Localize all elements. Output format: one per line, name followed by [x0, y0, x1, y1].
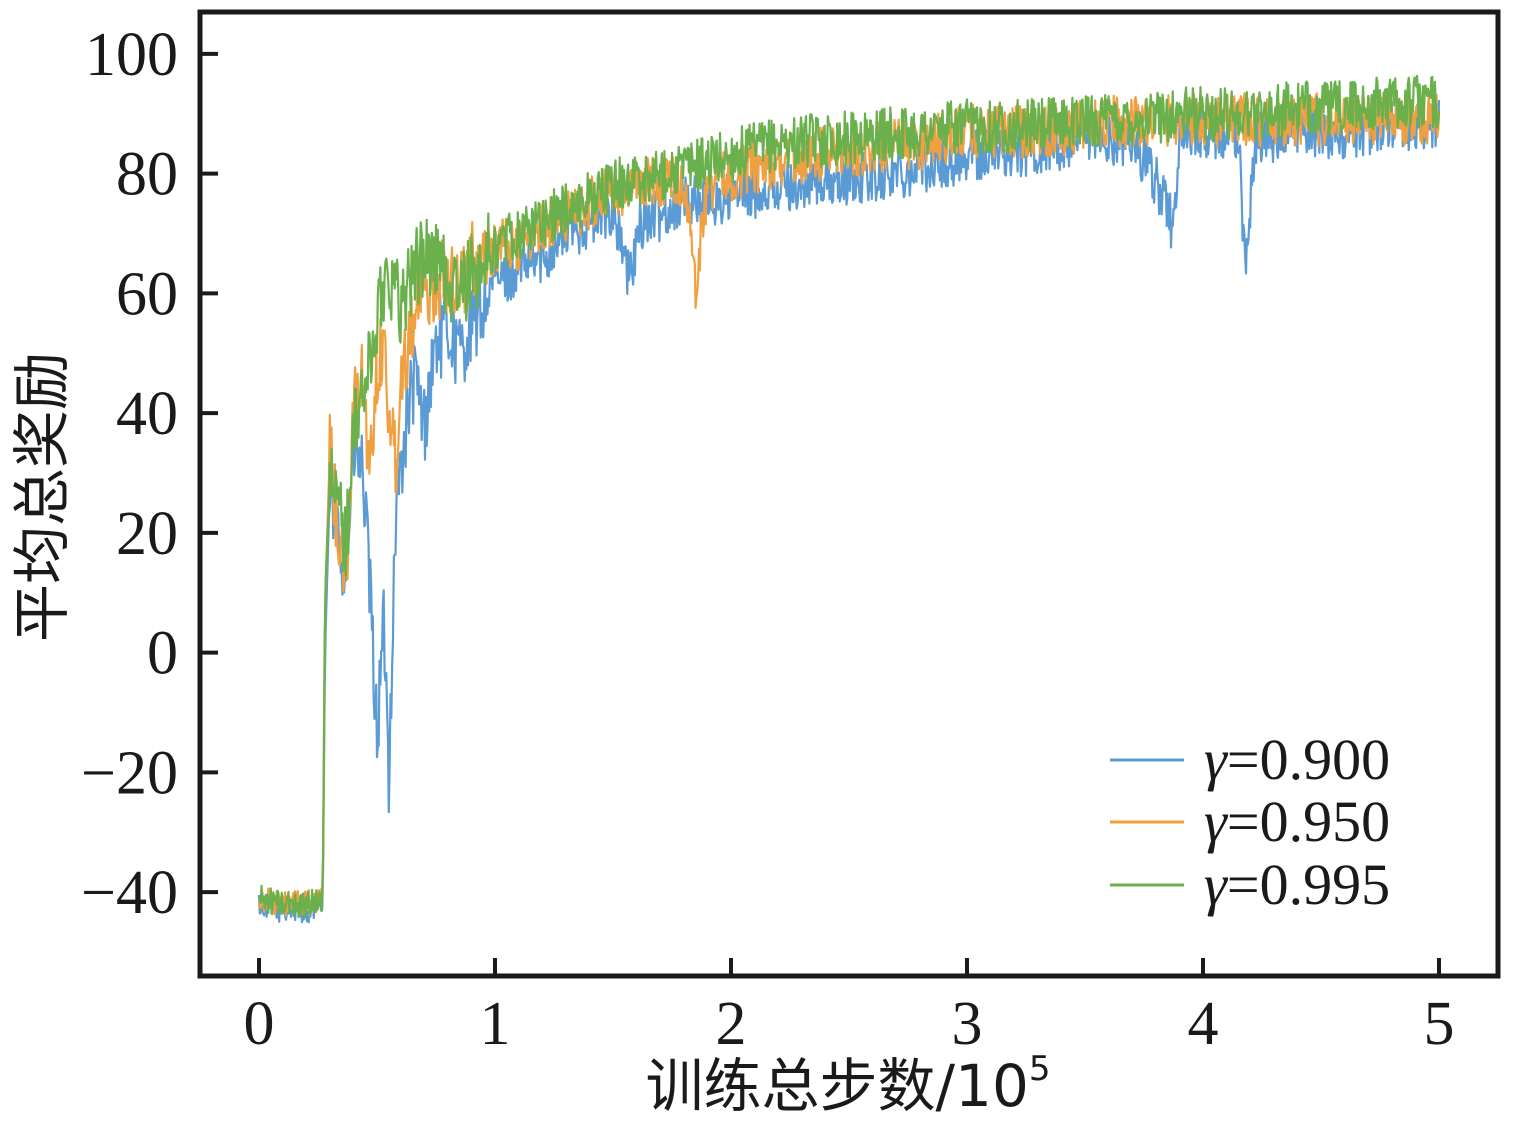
- y-tick-label: 100: [85, 21, 178, 89]
- y-tick-label: 0: [147, 620, 178, 688]
- y-axis-title: 平均总奖励: [8, 352, 76, 642]
- series-line-0900: [257, 98, 1441, 924]
- x-axis-ticks: 0 1 2 3 4 5: [244, 958, 1455, 1058]
- series-line-0995: [258, 74, 1441, 919]
- x-axis-title-exponent: 5: [1029, 1049, 1051, 1089]
- series-layer: [257, 74, 1441, 924]
- x-tick-label: 3: [952, 990, 983, 1058]
- y-axis-ticks: −40 −20 0 20 40 60 80 100: [81, 21, 218, 927]
- x-tick-label: 0: [244, 990, 275, 1058]
- x-axis-title: 训练总步数/105: [646, 1049, 1051, 1120]
- legend-label-gamma-0900: γ=0.900: [1204, 727, 1390, 792]
- x-tick-label: 2: [716, 990, 747, 1058]
- y-tick-label: 20: [116, 500, 178, 568]
- y-tick-label: −40: [81, 859, 178, 927]
- x-tick-label: 5: [1424, 990, 1455, 1058]
- x-tick-label: 1: [480, 990, 511, 1058]
- x-tick-label: 4: [1188, 990, 1219, 1058]
- legend: γ=0.900 γ=0.950 γ=0.995: [1110, 727, 1390, 917]
- legend-label-gamma-0950: γ=0.950: [1204, 789, 1390, 854]
- y-tick-label: −20: [81, 739, 178, 807]
- x-axis-title-text: 训练总步数/10: [646, 1052, 1029, 1120]
- y-tick-label: 80: [116, 141, 178, 209]
- y-tick-label: 40: [116, 380, 178, 448]
- y-tick-label: 60: [116, 260, 178, 328]
- plot-area-frame: [197, 9, 1501, 979]
- legend-label-gamma-0995: γ=0.995: [1204, 852, 1390, 917]
